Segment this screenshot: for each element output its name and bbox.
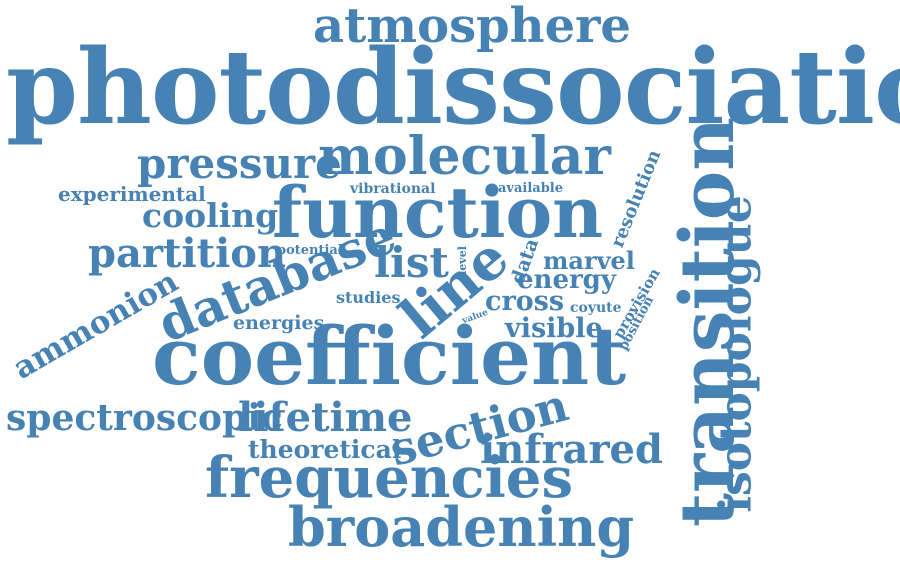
word-marvel: marvel [543, 246, 635, 275]
word-cooling: cooling [142, 196, 279, 235]
word-visible: visible [505, 313, 603, 344]
word-potential: potential [277, 243, 343, 258]
word-lifetime: lifetime [238, 394, 413, 441]
word-broadening: broadening [288, 495, 635, 559]
word-spectroscopic: spectroscopic [6, 397, 283, 439]
word-vibrational: vibrational [350, 181, 436, 197]
word-studies: studies [336, 288, 401, 307]
word-cross: cross [485, 286, 565, 317]
word-energies: energies [233, 312, 325, 334]
word-pressure: pressure [137, 139, 342, 188]
word-function: function [272, 171, 604, 254]
word-isotopologue: isotopologue [710, 195, 762, 513]
word-experimental: experimental [58, 182, 206, 206]
word-coefficient: coefficient [152, 309, 627, 403]
word-molecular: molecular [318, 126, 611, 187]
word-energy: energy [517, 265, 616, 295]
word-partition: partition [88, 230, 287, 277]
word-available: available [498, 181, 563, 196]
word-resolution: resolution [607, 147, 666, 251]
word-atmosphere: atmosphere [313, 0, 631, 54]
word-coyute: coyute [570, 300, 622, 316]
word-theoretical: theoretical [248, 435, 402, 464]
word-photodissociation: photodissociation [6, 27, 900, 148]
word-frequencies: frequencies [205, 445, 573, 511]
word-list: list [374, 238, 449, 287]
word-infrared: infrared [480, 426, 663, 473]
